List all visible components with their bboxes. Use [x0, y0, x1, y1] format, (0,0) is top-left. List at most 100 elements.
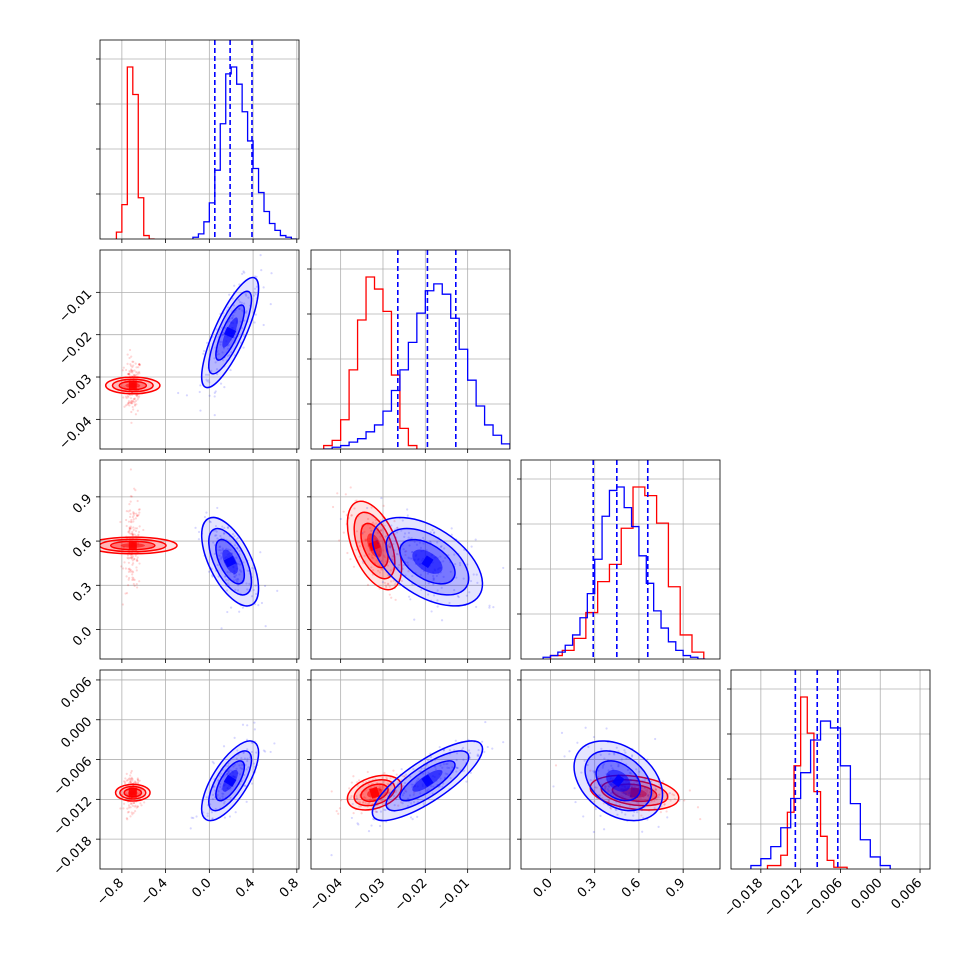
x-tick-label: 0.9 [663, 876, 688, 901]
panel-frame [99, 669, 300, 870]
panel-frame [310, 249, 511, 450]
scatter-point [218, 554, 221, 557]
scatter-point [133, 584, 136, 588]
scatter-point [395, 798, 398, 801]
scatter-point [127, 399, 131, 403]
scatter-point [362, 800, 365, 804]
scatter-point [222, 331, 225, 334]
scatter-point [596, 797, 599, 800]
panel-frame [520, 459, 721, 660]
scatter-point [131, 530, 134, 533]
scatter-point [358, 805, 361, 808]
scatter-point [410, 551, 414, 554]
scatter-point [127, 401, 130, 404]
panel-content [330, 720, 505, 857]
scatter-point [447, 766, 451, 770]
scatter-point [648, 790, 652, 794]
scatter-point [135, 566, 138, 569]
scatter-point [379, 810, 383, 813]
scatter-point [124, 782, 127, 785]
scatter-point [220, 340, 223, 344]
scatter-point [225, 578, 228, 582]
scatter-point [379, 799, 383, 802]
scatter-point [630, 784, 634, 788]
scatter-point [372, 568, 375, 572]
scatter-point [606, 788, 609, 791]
scatter-point [653, 799, 656, 803]
scatter-point [470, 545, 473, 548]
scatter-point [357, 779, 361, 782]
density-peak-series-1 [223, 555, 237, 568]
scatter-point [129, 500, 132, 503]
histogram-step-series-1 [323, 283, 510, 449]
scatter-point [394, 540, 397, 543]
scatter-point [632, 788, 635, 791]
scatter-point [618, 795, 621, 798]
scatter-point [127, 396, 130, 399]
scatter-point [589, 789, 592, 793]
scatter-point [131, 573, 134, 576]
x-tick-label: −0.01 [434, 876, 473, 915]
scatter-point [130, 532, 133, 535]
scatter-point [642, 816, 645, 820]
scatter-point [250, 750, 254, 754]
scatter-point [233, 736, 236, 739]
scatter-point [131, 813, 134, 816]
scatter-point [364, 539, 367, 542]
scatter-point [132, 511, 135, 514]
scatter-point [253, 287, 257, 290]
scatter-point [228, 769, 231, 772]
scatter-point [393, 583, 397, 586]
scatter-point [129, 525, 132, 528]
scatter-point [615, 808, 618, 812]
scatter-point [409, 816, 413, 819]
scatter-point [441, 766, 444, 769]
y-tick-label: 0.3 [70, 580, 95, 605]
scatter-point [129, 532, 132, 535]
scatter-point [133, 558, 136, 561]
scatter-point [409, 775, 412, 778]
scatter-point [228, 354, 231, 357]
scatter-point [139, 802, 142, 805]
scatter-point [678, 799, 681, 802]
scatter-point [129, 802, 132, 805]
scatter-point [197, 530, 201, 534]
scatter-point [131, 578, 134, 582]
scatter-point [380, 559, 383, 563]
scatter-point [238, 764, 241, 767]
scatter-point [375, 810, 379, 813]
scatter-point [231, 316, 234, 319]
scatter-point [356, 797, 359, 800]
scatter-point [126, 386, 129, 390]
scatter-point [236, 577, 239, 581]
scatter-point [128, 404, 131, 407]
scatter-point [412, 800, 416, 804]
scatter-point [242, 751, 245, 754]
scatter-point [385, 534, 388, 537]
scatter-point [237, 298, 240, 301]
scatter-point [128, 526, 131, 529]
scatter-point [387, 791, 391, 794]
scatter-point [405, 550, 408, 553]
scatter-point [671, 793, 674, 796]
scatter-point [407, 531, 411, 534]
scatter-point [597, 793, 600, 797]
scatter-point [119, 520, 122, 524]
scatter-point [129, 468, 132, 471]
scatter-point [644, 789, 647, 792]
scatter-point [375, 539, 378, 542]
scatter-point [137, 366, 140, 369]
scatter-point [226, 347, 230, 351]
scatter-point [397, 804, 400, 807]
density-peak-series-1 [421, 774, 434, 788]
scatter-point [122, 802, 126, 805]
scatter-point [128, 777, 131, 780]
scatter-point [226, 610, 229, 614]
scatter-point [130, 421, 133, 424]
scatter-point [610, 792, 613, 795]
grid-lines [100, 460, 299, 659]
scatter-point [554, 764, 558, 767]
scatter-point [453, 553, 456, 556]
scatter-point [371, 802, 374, 805]
scatter-point [352, 812, 355, 815]
